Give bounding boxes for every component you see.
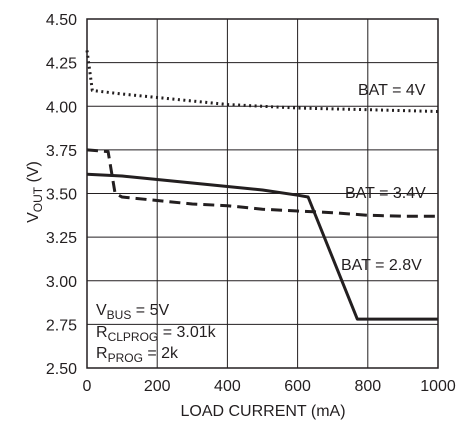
x-tick-label-5: 1000 <box>420 378 456 395</box>
y-tick-label-2: 3.00 <box>46 274 77 291</box>
y-axis-title: VOUT (V) <box>25 161 45 223</box>
y-tick-label-7: 4.25 <box>46 56 77 73</box>
y-tick-label-1: 2.75 <box>46 317 77 334</box>
y-tick-labels: 2.50 2.75 3.00 3.25 3.50 3.75 4.00 4.25 4.50 <box>46 12 77 378</box>
x-axis-title: LOAD CURRENT (mA) <box>180 403 345 420</box>
series-label-bat-4v: BAT = 4V <box>358 82 426 99</box>
x-tick-label-1: 200 <box>144 378 171 395</box>
series-label-bat-2-8v: BAT = 2.8V <box>341 257 422 274</box>
series-line-0 <box>85 50 439 113</box>
y-tick-label-4: 3.50 <box>46 187 77 204</box>
note-rprog: RPROG = 2k <box>96 345 179 365</box>
x-tick-label-2: 400 <box>214 378 241 395</box>
note-rclprog: RCLPROG = 3.01k <box>96 324 217 344</box>
plot-frame <box>86 18 439 369</box>
x-tick-labels: 0 200 400 600 800 1000 <box>83 378 456 395</box>
x-tick-label-0: 0 <box>83 378 92 395</box>
y-tick-label-8: 4.50 <box>46 12 77 29</box>
series-group <box>85 50 439 321</box>
y-tick-label-3: 3.25 <box>46 230 77 247</box>
x-tick-label-4: 800 <box>354 378 381 395</box>
y-tick-label-0: 2.50 <box>46 361 77 378</box>
note-vbus: VBUS = 5V <box>96 302 169 322</box>
series-line-1 <box>86 148 438 218</box>
conditions-note: VBUS = 5V RCLPROG = 3.01k RPROG = 2k <box>96 302 217 365</box>
series-label-bat-3-4v: BAT = 3.4V <box>345 185 426 202</box>
x-tick-label-3: 600 <box>284 378 311 395</box>
y-tick-label-6: 4.00 <box>46 99 77 116</box>
series-line-2 <box>86 172 438 321</box>
y-tick-label-5: 3.75 <box>46 143 77 160</box>
